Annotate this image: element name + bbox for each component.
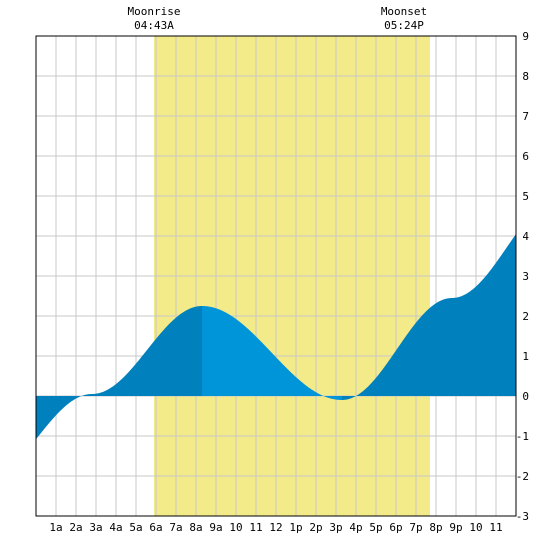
moonrise-label: Moonrise [128, 5, 181, 18]
x-tick-label: 10 [469, 521, 482, 534]
moonrise-annotation: Moonrise 04:43A [128, 5, 181, 32]
x-tick-label: 1a [49, 521, 62, 534]
x-tick-label: 8a [189, 521, 202, 534]
y-tick-label: 9 [522, 30, 529, 43]
plot-frame [35, 35, 517, 517]
y-tick-label: -3 [516, 510, 529, 523]
x-tick-label: 5p [369, 521, 382, 534]
tide-area-layer [36, 234, 516, 440]
y-tick-label: 3 [522, 270, 529, 283]
y-tick-label: 0 [522, 390, 529, 403]
tide-area-falling [202, 306, 342, 400]
y-tick-label: 8 [522, 70, 529, 83]
y-tick-label: -1 [516, 430, 529, 443]
x-tick-label: 8p [429, 521, 442, 534]
x-tick-label: 4p [349, 521, 362, 534]
x-tick-label: 3p [329, 521, 342, 534]
x-tick-label: 2a [69, 521, 82, 534]
grid-layer [36, 35, 516, 517]
y-tick-label: 1 [522, 350, 529, 363]
x-tick-label: 11 [489, 521, 502, 534]
x-tick-label: 4a [109, 521, 122, 534]
x-tick-label: 12 [269, 521, 282, 534]
moonset-annotation: Moonset 05:24P [381, 5, 427, 32]
moonset-label: Moonset [381, 5, 427, 18]
x-tick-label: 5a [129, 521, 142, 534]
x-tick-label: 2p [309, 521, 322, 534]
x-tick-label: 7p [409, 521, 422, 534]
tide-area-rising [92, 306, 202, 396]
x-tick-label: 3a [89, 521, 102, 534]
tide-area-rising [342, 298, 452, 400]
x-tick-labels: 1a 2a 3a 4a 5a 6a 7a 8a 9a 10 11 12 1p 2p 3p 4p 5p 6p 7p 8p… [49, 521, 502, 534]
x-tick-label: 1p [289, 521, 302, 534]
y-tick-label: 6 [522, 150, 529, 163]
tide-area-rising [452, 234, 516, 396]
tide-area-rising [36, 394, 92, 440]
x-tick-label: 9p [449, 521, 462, 534]
y-tick-label: 7 [522, 110, 529, 123]
y-tick-label: 2 [522, 310, 529, 323]
x-tick-label: 6a [149, 521, 162, 534]
x-tick-label: 7a [169, 521, 182, 534]
moonrise-time: 04:43A [134, 19, 174, 32]
x-tick-label: 10 [229, 521, 242, 534]
y-tick-label: 4 [522, 230, 529, 243]
y-tick-label: -2 [516, 470, 529, 483]
x-tick-label: 11 [249, 521, 262, 534]
x-tick-label: 6p [389, 521, 402, 534]
y-tick-labels: -3 -2 -1 0 1 2 3 4 5 6 7 8 9 [516, 30, 530, 523]
y-tick-label: 5 [522, 190, 529, 203]
x-tick-label: 9a [209, 521, 222, 534]
moonset-time: 05:24P [384, 19, 424, 32]
